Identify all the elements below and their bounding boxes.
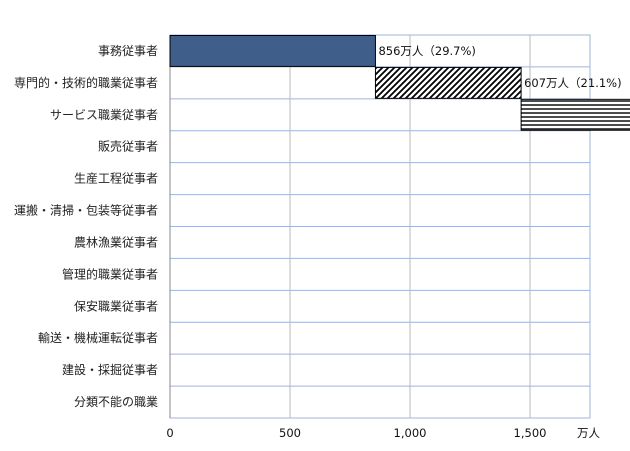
category-label: 保安職業従事者: [74, 298, 158, 313]
bar: [520, 98, 630, 131]
x-tick-label: 1,500: [514, 426, 547, 440]
category-label: 建設・採掘従事者: [62, 362, 158, 377]
category-label: 専門的・技術的職業従事者: [14, 75, 158, 90]
data-labels: 856万人（29.7%)607万人（21.1%)529万人（18.4%)344万…: [378, 44, 621, 90]
grid-lines: [169, 34, 591, 419]
data-label: 856万人（29.7%): [378, 44, 475, 58]
category-label: 農林漁業従事者: [74, 235, 158, 249]
x-axis-unit-label: 万人: [577, 426, 600, 440]
category-label: 販売従事者: [98, 139, 158, 154]
bars: [169, 35, 630, 131]
category-label: 輸送・機械運転従事者: [38, 330, 158, 345]
category-label: 運搬・清掃・包装等従事者: [14, 203, 158, 218]
category-label: サービス職業従事者: [50, 108, 158, 122]
category-label: 分類不能の職業: [74, 395, 158, 409]
category-label: 生産工程従事者: [74, 171, 158, 186]
category-label: 管理的職業従事者: [62, 266, 158, 281]
bar: [169, 35, 376, 67]
bar: [374, 66, 522, 99]
data-label: 607万人（21.1%): [524, 76, 621, 90]
category-label: 事務従事者: [98, 44, 158, 58]
x-tick-label: 0: [166, 426, 173, 440]
x-tick-label: 500: [279, 426, 301, 440]
category-labels: 事務従事者専門的・技術的職業従事者サービス職業従事者販売従事者生産工程従事者運搬…: [14, 44, 158, 409]
x-tick-label: 1,000: [394, 426, 427, 440]
